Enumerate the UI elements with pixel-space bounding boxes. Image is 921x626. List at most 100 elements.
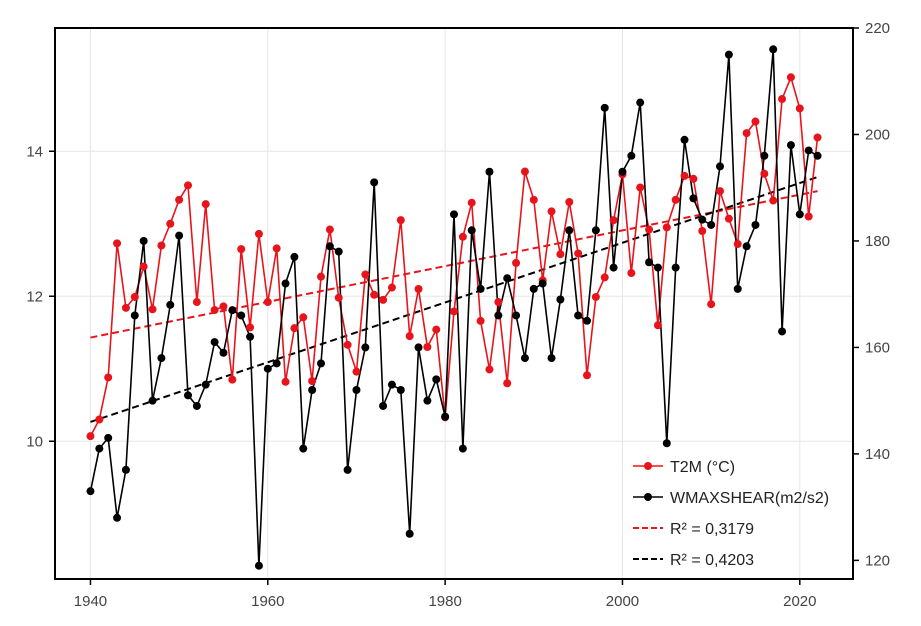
data-point-0 [237, 245, 246, 254]
data-point-1 [396, 386, 405, 395]
data-point-1 [707, 220, 716, 229]
data-point-0 [547, 207, 556, 216]
data-point-0 [751, 117, 760, 126]
data-point-0 [299, 313, 308, 322]
data-point-1 [538, 279, 547, 288]
data-point-0 [512, 258, 521, 267]
data-point-0 [769, 196, 778, 205]
data-point-0 [609, 216, 618, 225]
data-point-0 [529, 195, 538, 204]
data-point-0 [361, 270, 370, 279]
data-point-0 [600, 273, 609, 282]
data-point-0 [458, 232, 467, 241]
data-point-1 [95, 444, 104, 453]
data-point-1 [210, 338, 219, 347]
data-point-1 [441, 412, 450, 421]
data-point-0 [813, 133, 822, 142]
series-line-0 [89, 74, 819, 437]
data-point-1 [733, 284, 742, 293]
data-point-0 [157, 241, 166, 250]
plot-frame [54, 27, 854, 580]
x-tick-label: 1980 [428, 593, 461, 610]
data-point-1 [237, 311, 246, 320]
right-y-tick-label: 140 [865, 446, 890, 463]
data-point-0 [671, 195, 680, 204]
data-point-1 [680, 135, 689, 144]
data-point-1 [609, 263, 618, 272]
data-point-1 [192, 401, 201, 410]
data-point-1 [476, 284, 485, 293]
data-point-0 [689, 174, 698, 183]
data-point-0 [325, 225, 334, 234]
data-point-0 [175, 195, 184, 204]
data-point-0 [778, 95, 787, 104]
data-point-0 [565, 198, 574, 206]
data-point-0 [432, 325, 441, 334]
data-point-1 [698, 215, 707, 224]
trendline-3 [90, 176, 818, 423]
data-point-0 [130, 292, 139, 301]
data-point-0 [467, 198, 476, 207]
data-point-0 [503, 379, 512, 388]
grid-lines [55, 28, 853, 579]
data-point-1 [121, 465, 130, 474]
data-point-1 [104, 433, 113, 442]
data-point-1 [299, 444, 308, 453]
data-point-1 [219, 348, 228, 357]
data-point-1 [86, 487, 95, 496]
right-y-tick-label: 180 [865, 233, 890, 250]
x-tick-label: 1940 [74, 593, 107, 610]
data-point-1 [450, 210, 458, 219]
data-point-1 [547, 354, 556, 363]
data-point-1 [724, 50, 733, 59]
data-point-0 [192, 298, 201, 307]
data-point-0 [352, 367, 361, 376]
data-point-0 [254, 229, 263, 238]
data-point-0 [272, 244, 281, 253]
data-point-1 [636, 98, 645, 107]
data-point-1 [574, 311, 583, 320]
data-point-0 [627, 269, 636, 278]
data-point-1 [370, 178, 379, 187]
data-point-0 [201, 200, 210, 209]
legend-label: T2M (°C) [670, 459, 735, 476]
data-point-1 [228, 306, 237, 315]
data-point-0 [263, 298, 272, 307]
legend-label: R² = 0,3179 [670, 521, 754, 538]
data-point-1 [529, 284, 538, 293]
data-point-1 [583, 316, 591, 325]
data-point-1 [325, 242, 334, 251]
data-point-0 [583, 371, 591, 380]
data-point-0 [423, 343, 432, 351]
data-point-1 [556, 295, 565, 304]
data-point-0 [485, 365, 494, 374]
data-point-1 [201, 380, 210, 389]
data-point-1 [281, 279, 290, 288]
data-point-0 [228, 375, 237, 384]
data-point-0 [520, 167, 529, 176]
data-point-0 [104, 373, 113, 382]
data-point-1 [769, 45, 778, 54]
legend: T2M (°C) WMAXSHEAR(m2/s2) R² = 0,3179 R² = … [633, 459, 829, 569]
data-point-0 [742, 129, 751, 138]
data-point-0 [113, 239, 122, 248]
data-point-0 [494, 298, 503, 307]
data-point-0 [786, 73, 795, 82]
data-point-1 [591, 226, 600, 235]
left-y-axis-ticks: 10 12 14 [26, 143, 55, 450]
legend-swatch-marker [644, 493, 652, 501]
data-point-1 [716, 162, 724, 171]
data-point-1 [600, 103, 609, 112]
data-point-1 [512, 311, 521, 320]
right-y-axis-ticks: 120 140 160 180 200 220 [853, 20, 890, 569]
data-point-0 [645, 225, 654, 234]
data-point-1 [458, 444, 467, 453]
data-point-0 [210, 306, 219, 315]
data-point-1 [432, 375, 441, 384]
data-point-1 [503, 274, 512, 283]
left-y-tick-label: 10 [26, 433, 43, 450]
data-point-0 [795, 104, 804, 113]
data-point-1 [184, 391, 192, 400]
left-y-tick-label: 12 [26, 288, 43, 305]
data-point-0 [184, 181, 192, 190]
